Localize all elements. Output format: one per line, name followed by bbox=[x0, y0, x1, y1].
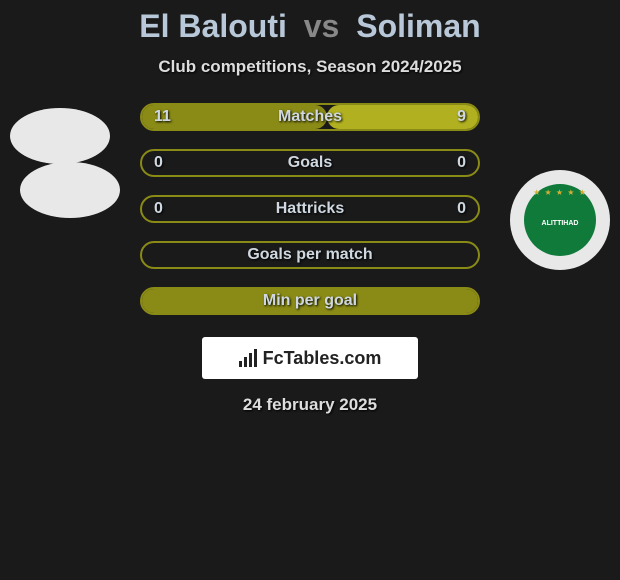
branding-badge: FcTables.com bbox=[202, 337, 418, 379]
branding-text: FcTables.com bbox=[263, 348, 382, 369]
date-label: 24 february 2025 bbox=[0, 395, 620, 415]
stat-bar: 0 0 Goals bbox=[140, 149, 480, 177]
vs-label: vs bbox=[304, 8, 340, 44]
player1-name: El Balouti bbox=[139, 8, 287, 44]
stat-label: Goals bbox=[288, 154, 332, 172]
stat-value-right: 0 bbox=[457, 154, 466, 172]
stat-value-left: 0 bbox=[154, 154, 163, 172]
stat-bar: Goals per match bbox=[140, 241, 480, 269]
subtitle: Club competitions, Season 2024/2025 bbox=[0, 57, 620, 77]
stat-bar: 0 0 Hattricks bbox=[140, 195, 480, 223]
stat-bar: 11 9 Matches bbox=[140, 103, 480, 131]
player1-avatar bbox=[10, 108, 110, 164]
stat-bar: Min per goal bbox=[140, 287, 480, 315]
stat-value-left: 0 bbox=[154, 200, 163, 218]
page-title: El Balouti vs Soliman bbox=[0, 8, 620, 45]
club-badge-inner: ★ ★ ★ ★ ★ ALITTIHAD bbox=[524, 184, 596, 256]
player1-club-avatar bbox=[20, 162, 120, 218]
club-badge-name: ALITTIHAD bbox=[542, 220, 579, 227]
stat-fill-right bbox=[327, 105, 478, 129]
stat-value-right: 0 bbox=[457, 200, 466, 218]
stat-label: Min per goal bbox=[263, 292, 357, 310]
stat-label: Goals per match bbox=[247, 246, 372, 264]
stat-label: Matches bbox=[278, 108, 342, 126]
chart-icon bbox=[239, 349, 257, 367]
stat-label: Hattricks bbox=[276, 200, 344, 218]
club-badge-stars: ★ ★ ★ ★ ★ bbox=[533, 188, 587, 197]
player2-club-badge: ★ ★ ★ ★ ★ ALITTIHAD bbox=[510, 170, 610, 270]
stat-value-left: 11 bbox=[154, 108, 171, 126]
player2-name: Soliman bbox=[356, 8, 480, 44]
stat-value-right: 9 bbox=[457, 108, 466, 126]
